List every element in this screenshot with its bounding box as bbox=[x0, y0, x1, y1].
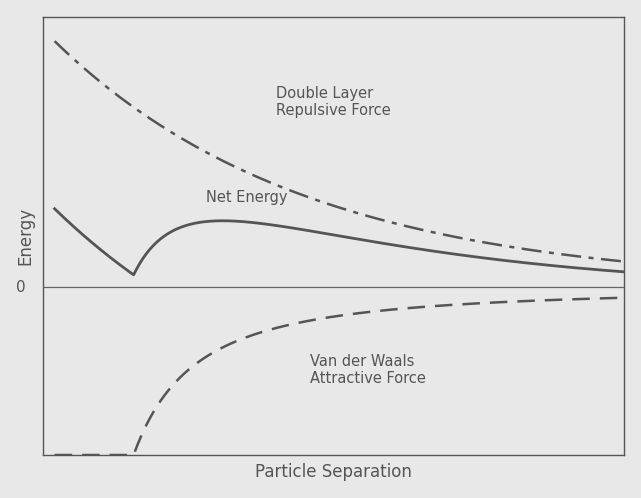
X-axis label: Particle Separation: Particle Separation bbox=[255, 463, 412, 482]
Text: 0: 0 bbox=[16, 280, 26, 295]
Text: Double Layer
Repulsive Force: Double Layer Repulsive Force bbox=[276, 86, 390, 118]
Y-axis label: Energy: Energy bbox=[17, 207, 35, 265]
Text: Van der Waals
Attractive Force: Van der Waals Attractive Force bbox=[310, 354, 426, 386]
Text: Net Energy: Net Energy bbox=[206, 190, 287, 205]
